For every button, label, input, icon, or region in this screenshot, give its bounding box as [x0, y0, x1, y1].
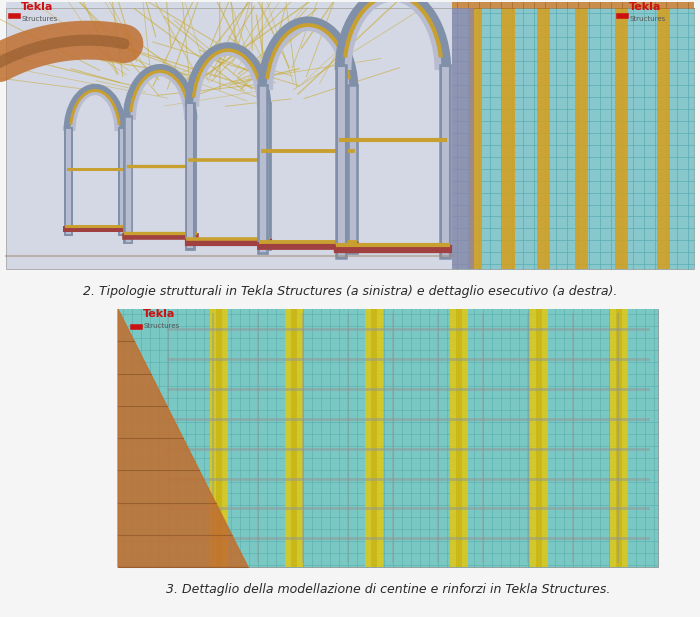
Bar [456, 309, 462, 567]
Text: Structures: Structures [629, 16, 665, 22]
Bar [502, 8, 515, 269]
Bar [615, 8, 628, 269]
Bar [6, 8, 452, 269]
Text: Structures: Structures [143, 323, 179, 329]
Bar [469, 8, 482, 269]
Bar [291, 309, 297, 567]
Bar [575, 8, 588, 269]
Bar [452, 8, 474, 269]
Bar [537, 8, 550, 269]
Bar [216, 309, 222, 567]
Bar [285, 309, 303, 567]
Bar [371, 309, 377, 567]
Bar [452, 8, 694, 269]
Bar [9, 6, 71, 26]
Bar [452, 0, 694, 8]
Text: Structures: Structures [21, 16, 57, 22]
Text: 3. Dettaglio della modellazione di centine e rinforzi in Tekla Structures.: 3. Dettaglio della modellazione di centi… [166, 582, 610, 595]
Bar [452, 8, 694, 269]
Polygon shape [118, 309, 248, 567]
Text: Tekla: Tekla [143, 309, 176, 319]
Bar [210, 309, 228, 567]
Bar [118, 309, 658, 567]
Bar [118, 309, 658, 567]
Text: 2. Tipologie strutturali in Tekla Structures (a sinistra) e dettaglio esecutivo : 2. Tipologie strutturali in Tekla Struct… [83, 284, 617, 298]
Bar [365, 309, 383, 567]
Bar [657, 8, 670, 269]
Bar [450, 309, 468, 567]
Bar [6, 0, 452, 8]
Text: Tekla: Tekla [629, 2, 662, 12]
Bar [616, 309, 622, 567]
Bar [530, 309, 548, 567]
Bar [536, 309, 542, 567]
Bar [610, 309, 628, 567]
Text: Tekla: Tekla [21, 2, 53, 12]
